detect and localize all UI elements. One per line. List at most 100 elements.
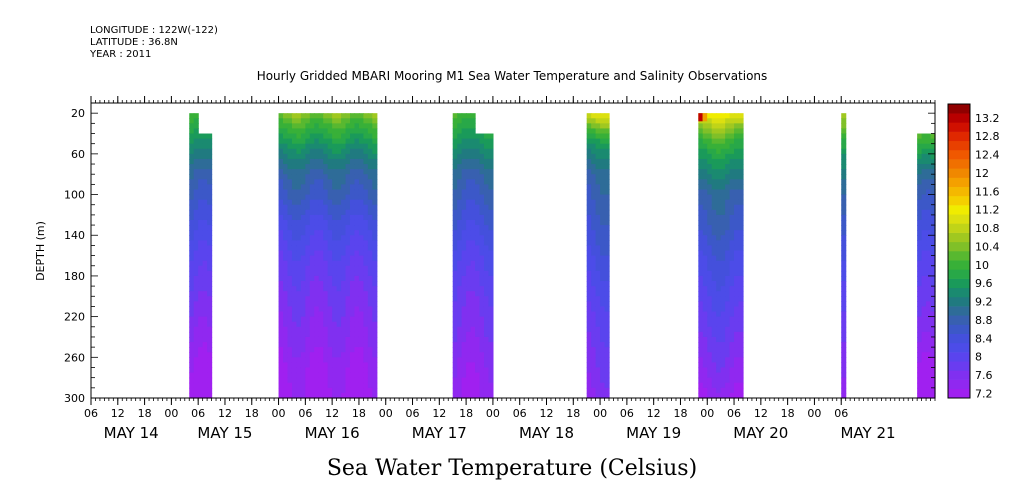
data-segment-1 <box>189 113 213 399</box>
colorbar-swatch <box>948 104 970 114</box>
plot-frame <box>90 102 936 399</box>
year-label: YEAR : 2011 <box>90 49 152 60</box>
colorbar-tick-label: 7.2 <box>975 387 993 400</box>
colorbar-swatch <box>948 287 970 298</box>
x-hour-tick-label: 12 <box>111 407 125 420</box>
x-date-label: MAY 15 <box>197 424 252 442</box>
colorbar-tick-label: 8.8 <box>975 314 993 327</box>
colorbar-tick-label: 9.2 <box>975 296 993 309</box>
x-hour-tick-label: 12 <box>432 407 446 420</box>
colorbar-swatch <box>948 342 970 353</box>
colorbar-swatch <box>948 260 970 270</box>
y-tick-label: 220 <box>64 311 85 324</box>
x-date-label: MAY 16 <box>305 424 360 442</box>
x-date-label: MAY 19 <box>626 424 681 442</box>
colorbar-swatch <box>948 315 970 325</box>
colorbar-swatch <box>948 388 970 399</box>
x-hour-tick-label: 06 <box>191 407 205 420</box>
colorbar-tick-label: 12.4 <box>975 149 1000 162</box>
x-hour-tick-label: 06 <box>298 407 312 420</box>
x-hour-tick-label: 00 <box>272 407 286 420</box>
colorbar-tick-label: 13.2 <box>975 112 1000 125</box>
x-hour-tick-label: 06 <box>620 407 634 420</box>
x-hour-tick-label: 06 <box>406 407 420 420</box>
colorbar-tick-label: 12.8 <box>975 130 1000 143</box>
colorbar-tick-label: 12 <box>975 167 989 180</box>
x-hour-tick-label: 00 <box>486 407 500 420</box>
x-hour-tick-label: 18 <box>781 407 795 420</box>
metadata-block: LONGITUDE : 122W(-122) LATITUDE : 36.8N … <box>90 25 218 61</box>
x-hour-tick-label: 00 <box>593 407 607 420</box>
x-hour-tick-label: 18 <box>138 407 152 420</box>
x-hour-tick-label: 00 <box>379 407 393 420</box>
x-hour-tick-label: 00 <box>807 407 821 420</box>
y-tick-label: 300 <box>64 392 85 405</box>
y-tick-label: 20 <box>71 107 85 120</box>
y-tick-label: 100 <box>64 189 85 202</box>
x-hour-tick-label: 06 <box>513 407 527 420</box>
colorbar-swatch <box>948 324 970 334</box>
colorbar-swatch <box>948 214 970 224</box>
x-hour-tick-label: 06 <box>84 407 98 420</box>
colorbar-swatch <box>948 195 970 206</box>
chart-subtitle: Sea Water Temperature (Celsius) <box>327 456 697 481</box>
colorbar-swatch <box>948 232 970 243</box>
colorbar-swatch <box>948 333 970 344</box>
colorbar-swatch <box>948 361 970 371</box>
chart-title: Hourly Gridded MBARI Mooring M1 Sea Wate… <box>257 69 768 83</box>
data-segment-5 <box>698 113 744 399</box>
colorbar-swatch <box>948 186 970 197</box>
colorbar: 7.2 7.6 8 8.4 8.8 9.2 9.6 10 10.4 10.8 11.2 11.6 12 1… <box>947 103 1000 400</box>
colorbar-tick-label: 10.8 <box>975 222 1000 235</box>
x-date-label: MAY 17 <box>412 424 467 442</box>
y-tick-label: 180 <box>64 270 85 283</box>
colorbar-tick-label: 11.6 <box>975 185 1000 198</box>
colorbar-swatch <box>948 122 970 132</box>
x-hour-tick-label: 18 <box>459 407 473 420</box>
colorbar-tick-label: 8.4 <box>975 332 993 345</box>
y-tick-label: 260 <box>64 351 85 364</box>
x-hour-tick-label: 18 <box>566 407 580 420</box>
colorbar-swatch <box>948 241 970 252</box>
colorbar-swatch <box>948 370 970 380</box>
x-hour-tick-label: 06 <box>834 407 848 420</box>
x-date-label: MAY 21 <box>840 424 895 442</box>
colorbar-swatch <box>948 223 970 233</box>
colorbar-tick-label: 8 <box>975 351 982 364</box>
colorbar-tick-label: 10.4 <box>975 240 1000 253</box>
x-hour-tick-label: 12 <box>647 407 661 420</box>
colorbar-swatch <box>948 306 970 316</box>
data-segment-7 <box>917 133 936 399</box>
x-hour-tick-label: 06 <box>727 407 741 420</box>
y-tick-label: 60 <box>71 148 85 161</box>
colorbar-swatch <box>948 205 970 215</box>
latitude-label: LATITUDE : 36.8N <box>90 37 178 48</box>
x-date-label: MAY 20 <box>733 424 788 442</box>
x-date-label: MAY 18 <box>519 424 574 442</box>
x-hour-tick-label: 12 <box>539 407 553 420</box>
x-hour-tick-label: 00 <box>164 407 178 420</box>
x-hour-tick-label: 18 <box>245 407 259 420</box>
data-segment-2 <box>278 113 378 399</box>
colorbar-swatch <box>948 296 970 307</box>
colorbar-tick-label: 11.2 <box>975 204 1000 217</box>
y-axis-label: DEPTH (m) <box>34 221 47 281</box>
x-hour-tick-label: 18 <box>352 407 366 420</box>
x-hour-tick-label: 12 <box>325 407 339 420</box>
colorbar-swatch <box>948 149 970 160</box>
data-segment-4 <box>586 113 610 399</box>
colorbar-swatch <box>948 168 970 178</box>
x-hour-tick-label: 00 <box>700 407 714 420</box>
x-hour-tick-label: 12 <box>218 407 232 420</box>
x-date-label: MAY 14 <box>104 424 159 442</box>
plot-area <box>189 113 936 399</box>
colorbar-swatch <box>948 251 970 261</box>
colorbar-swatch <box>948 352 970 362</box>
colorbar-frame <box>947 103 971 399</box>
colorbar-swatch <box>948 140 970 151</box>
data-segment-3 <box>452 113 494 399</box>
colorbar-swatch <box>948 113 970 123</box>
colorbar-tick-label: 7.6 <box>975 369 993 382</box>
colorbar-tick-label: 9.6 <box>975 277 993 290</box>
